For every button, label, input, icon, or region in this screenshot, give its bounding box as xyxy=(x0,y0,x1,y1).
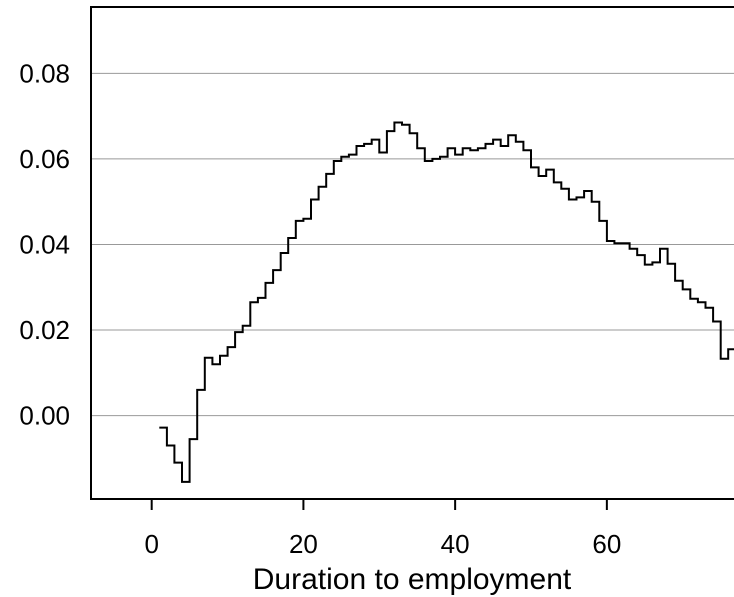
x-tick-label: 20 xyxy=(289,529,318,559)
plot-frame xyxy=(90,6,734,500)
y-tick-label: 0.02 xyxy=(19,315,70,345)
x-tick-label: 60 xyxy=(592,529,621,559)
gridlines xyxy=(91,72,734,417)
series-line xyxy=(159,121,734,483)
y-tick-label: 0.00 xyxy=(19,401,70,431)
x-axis-title: Duration to employment xyxy=(253,563,572,596)
y-tick-label: 0.08 xyxy=(19,58,70,88)
x-axis-ticks: 0 20 40 60 xyxy=(144,499,621,559)
y-axis-labels: 0.00 0.02 0.04 0.06 0.08 xyxy=(19,58,70,430)
x-tick-label: 0 xyxy=(144,529,158,559)
y-tick-label: 0.06 xyxy=(19,144,70,174)
y-tick-label: 0.04 xyxy=(19,229,70,259)
x-tick-label: 40 xyxy=(441,529,470,559)
series-line-layer xyxy=(159,121,734,483)
